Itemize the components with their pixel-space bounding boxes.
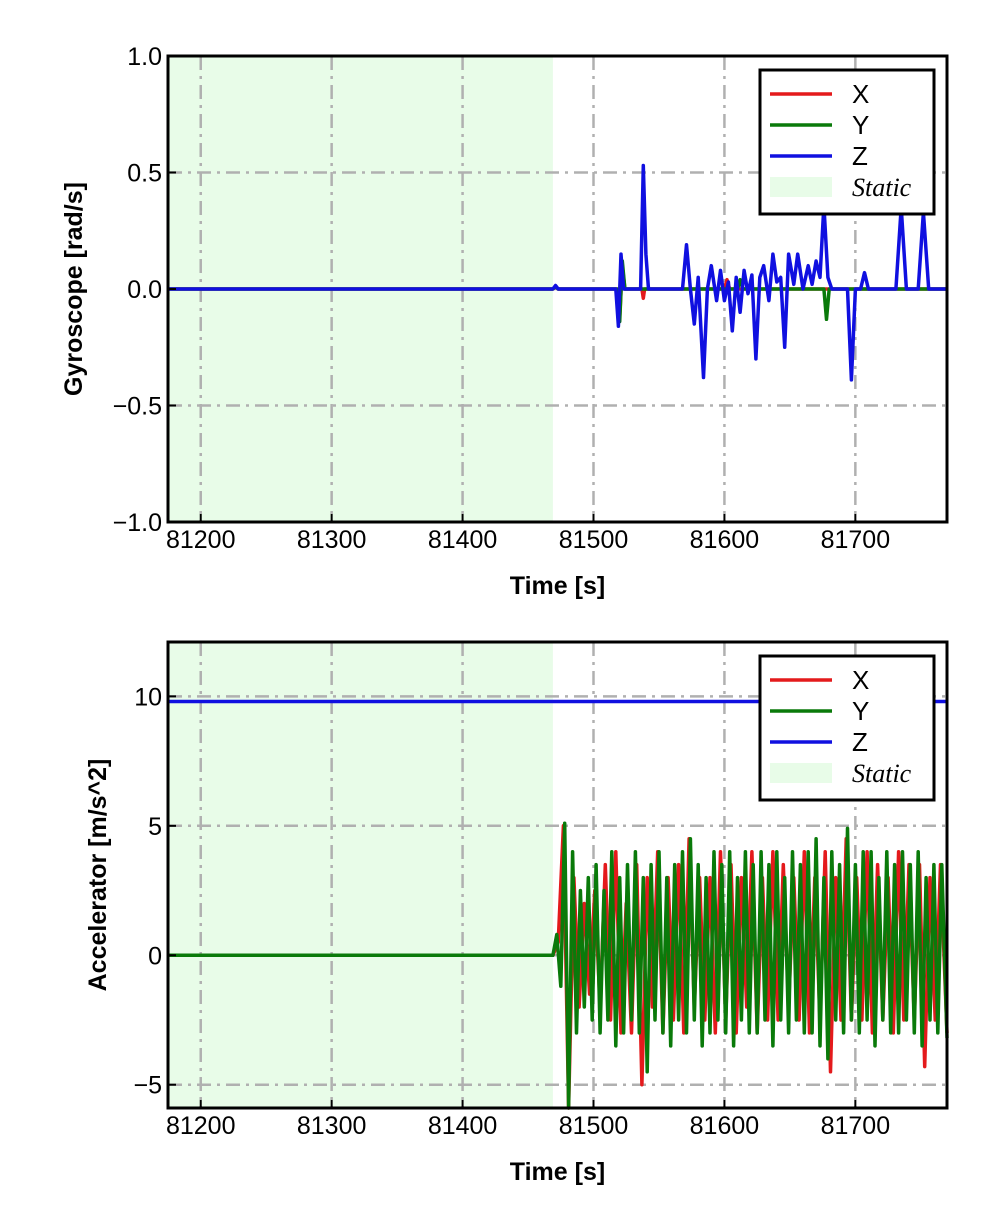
accelerator-x-tick-label: 81500 — [559, 1112, 629, 1140]
gyroscope-y-axis-label: Gyroscope [rad/s] — [60, 182, 88, 396]
accelerator-legend-label-x: X — [852, 665, 869, 695]
gyroscope-legend-swatch-static — [770, 177, 832, 197]
gyroscope-x-tick-label: 81700 — [821, 526, 891, 554]
accelerator-series-y — [168, 821, 949, 1110]
gyroscope-y-tick-label: −1.0 — [113, 509, 162, 537]
accelerator-x-tick-label: 81300 — [297, 1112, 367, 1140]
gyroscope-y-tick-label: 0.0 — [127, 276, 162, 304]
gyroscope-x-tick-label: 81400 — [428, 526, 498, 554]
accelerator-legend-swatch-static — [770, 763, 832, 783]
accelerator-y-tick-label: −5 — [133, 1072, 162, 1100]
gyroscope-x-tick-label: 81500 — [559, 526, 629, 554]
accelerator-axes-frame — [166, 640, 949, 1110]
accelerator-x-tick-label: 81400 — [428, 1112, 498, 1140]
accelerator-y-axis-label: Accelerator [m/s^2] — [84, 759, 112, 992]
gyroscope-ticks: 81200 81300 81400 81500 81600 81700 −1.0 −0.5 0.… — [113, 43, 890, 554]
gyroscope-legend-label-static: Static — [852, 173, 912, 202]
accelerator-x-tick-label: 81700 — [821, 1112, 891, 1140]
gyroscope-y-tick-label: 1.0 — [127, 43, 162, 71]
accelerator-x-axis-label: Time [s] — [510, 1158, 605, 1186]
gyroscope-legend-label-z: Z — [852, 141, 868, 171]
gyroscope-x-tick-label: 81600 — [690, 526, 760, 554]
accelerator-x-tick-label: 81200 — [166, 1112, 236, 1140]
accelerator-legend-label-z: Z — [852, 727, 868, 757]
accelerator-ticks: 81200 81300 81400 81500 81600 81700 −5 0 5 10 — [133, 683, 890, 1140]
accelerator-static-region — [168, 642, 553, 1108]
accelerator-y-tick-label: 0 — [148, 942, 162, 970]
gyroscope-y-tick-label: −0.5 — [113, 393, 162, 421]
gyroscope-series-z — [168, 163, 947, 382]
accelerator-y-tick-label: 10 — [134, 683, 162, 711]
gyroscope-legend-label-y: Y — [852, 110, 869, 140]
accelerator-x-tick-label: 81600 — [690, 1112, 760, 1140]
gyroscope-x-axis-label: Time [s] — [510, 572, 605, 600]
accelerator-legend-label-static: Static — [852, 759, 912, 788]
gyroscope-panel: 81200 81300 81400 81500 81600 81700 −1.0 −0.5 0.… — [60, 43, 949, 600]
accelerator-panel: 81200 81300 81400 81500 81600 81700 −5 0 5 10 Tim… — [84, 640, 949, 1186]
gyroscope-x-tick-label: 81200 — [166, 526, 236, 554]
gyroscope-legend-label-x: X — [852, 79, 869, 109]
gyroscope-x-tick-label: 81300 — [297, 526, 367, 554]
gyroscope-series — [168, 163, 947, 382]
accelerator-legend-label-y: Y — [852, 696, 869, 726]
gyroscope-y-tick-label: 0.5 — [127, 160, 162, 188]
accelerator-y-tick-label: 5 — [148, 813, 162, 841]
